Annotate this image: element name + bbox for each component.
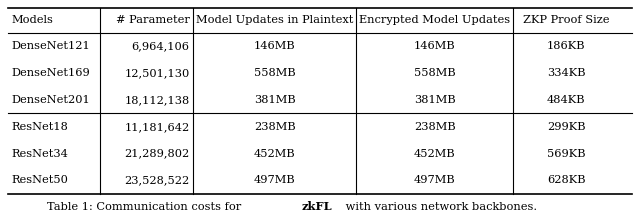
Text: 569KB: 569KB [547,148,586,159]
Text: 484KB: 484KB [547,95,586,105]
Text: 11,181,642: 11,181,642 [124,122,189,132]
Text: ResNet18: ResNet18 [12,122,68,132]
Text: DenseNet169: DenseNet169 [12,68,90,78]
Text: 299KB: 299KB [547,122,586,132]
Text: 12,501,130: 12,501,130 [124,68,189,78]
Text: 334KB: 334KB [547,68,586,78]
Text: 381MB: 381MB [254,95,296,105]
Text: Table 1: Communication costs for: Table 1: Communication costs for [47,202,244,212]
Text: 21,289,802: 21,289,802 [124,148,189,159]
Text: 452MB: 452MB [254,148,296,159]
Text: # Parameter: # Parameter [116,15,189,25]
Text: DenseNet121: DenseNet121 [12,41,90,51]
Text: 6,964,106: 6,964,106 [131,41,189,51]
Text: 381MB: 381MB [414,95,456,105]
Text: with various network backbones.: with various network backbones. [342,202,537,212]
Text: 558MB: 558MB [254,68,296,78]
Text: ResNet50: ResNet50 [12,175,68,185]
Text: 497MB: 497MB [254,175,296,185]
Text: 238MB: 238MB [414,122,456,132]
Text: 186KB: 186KB [547,41,586,51]
Text: 452MB: 452MB [414,148,456,159]
Text: 238MB: 238MB [254,122,296,132]
Text: Models: Models [12,15,53,25]
Text: ResNet34: ResNet34 [12,148,68,159]
Text: zkFL: zkFL [302,201,333,212]
Text: Model Updates in Plaintext: Model Updates in Plaintext [196,15,353,25]
Text: DenseNet201: DenseNet201 [12,95,90,105]
Text: Encrypted Model Updates: Encrypted Model Updates [359,15,511,25]
Text: 628KB: 628KB [547,175,586,185]
Text: 23,528,522: 23,528,522 [124,175,189,185]
Text: 558MB: 558MB [414,68,456,78]
Text: 497MB: 497MB [414,175,456,185]
Text: 146MB: 146MB [254,41,296,51]
Text: ZKP Proof Size: ZKP Proof Size [523,15,609,25]
Text: 146MB: 146MB [414,41,456,51]
Text: 18,112,138: 18,112,138 [124,95,189,105]
